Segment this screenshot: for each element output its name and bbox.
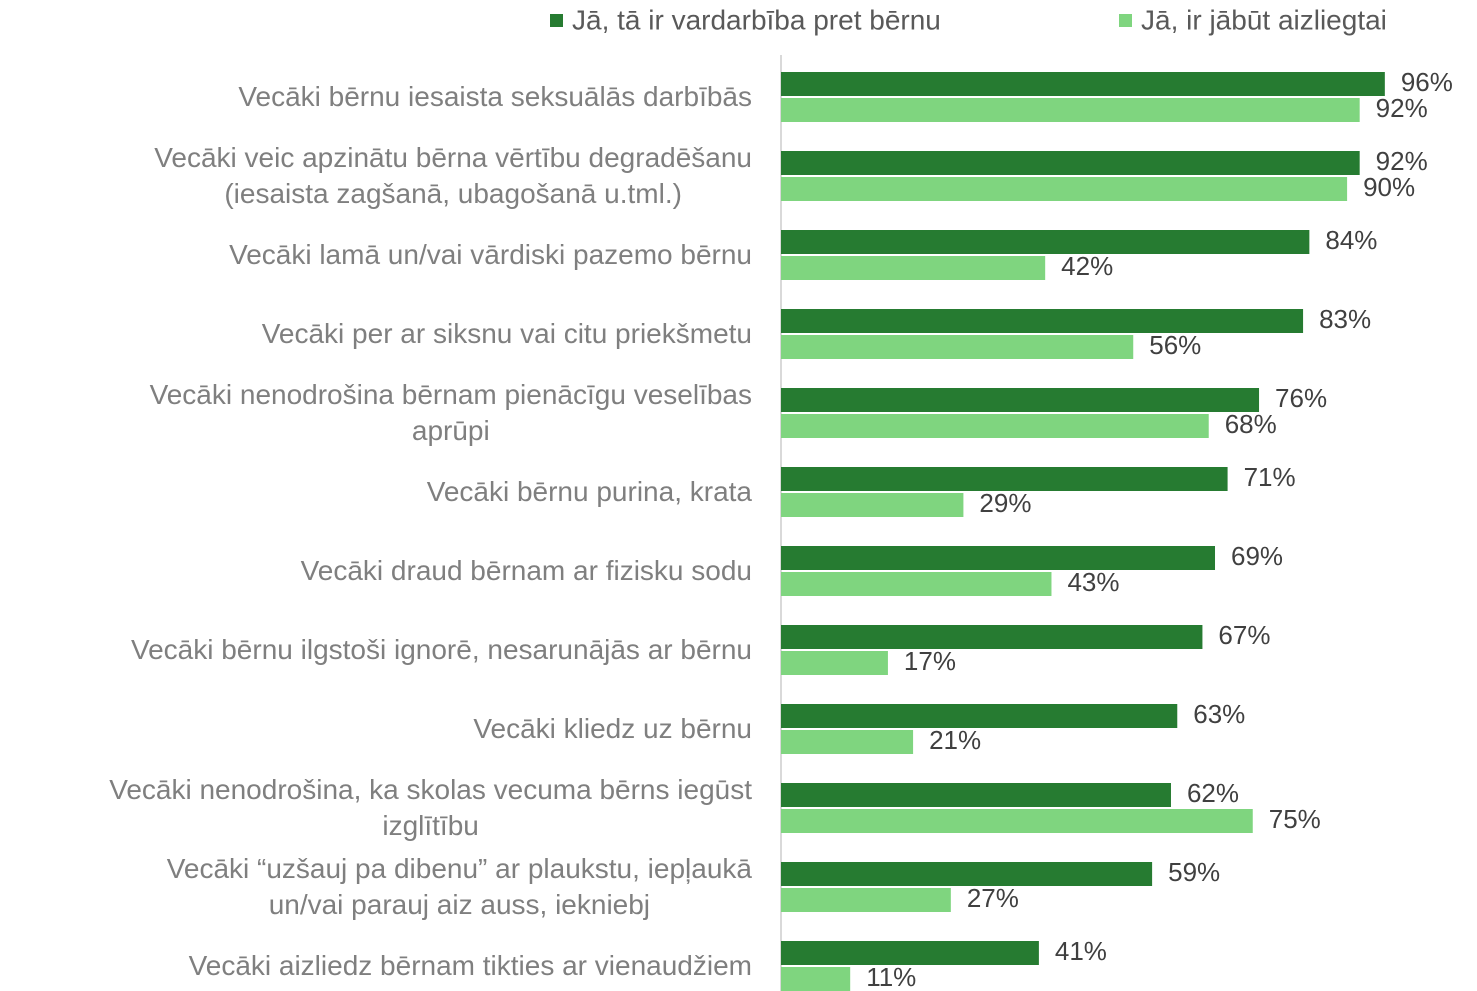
value-label: 41% [1055, 936, 1107, 966]
bar [781, 862, 1153, 886]
category-label: Vecāki draud bērnam ar fizisku sodu [300, 555, 752, 586]
category-label: Vecāki kliedz uz bērnu [473, 713, 752, 744]
bar [781, 572, 1052, 596]
bar [781, 309, 1304, 333]
category-label: Vecāki per ar siksnu vai citu priekšmetu [261, 318, 752, 349]
bar [781, 467, 1228, 491]
bar [781, 414, 1209, 438]
value-label: 67% [1218, 620, 1270, 650]
bar [781, 151, 1360, 175]
value-label: 21% [929, 725, 981, 755]
value-label: 69% [1231, 541, 1283, 571]
bar [781, 625, 1203, 649]
bar [781, 941, 1039, 965]
legend-swatch [550, 14, 563, 27]
value-label: 42% [1061, 251, 1113, 281]
value-label: 96% [1401, 67, 1453, 97]
value-label: 90% [1363, 172, 1415, 202]
legend-swatch [1119, 14, 1132, 27]
value-label: 62% [1187, 778, 1239, 808]
category-label: Vecāki “uzšauj pa dibenu” ar plaukstu, i… [166, 853, 752, 920]
value-label: 59% [1168, 857, 1220, 887]
category-label: Vecāki nenodrošina bērnam pienācīgu vese… [149, 379, 752, 446]
category-label: Vecāki veic apzinātu bērna vērtību degra… [154, 142, 752, 209]
bar [781, 888, 951, 912]
bar [781, 493, 964, 517]
bar [781, 335, 1134, 359]
value-label: 56% [1149, 330, 1201, 360]
category-label: Vecāki bērnu ilgstoši ignorē, nesarunājā… [130, 634, 752, 665]
legend-label: Jā, ir jābūt aizliegtai [1141, 4, 1387, 35]
value-label: 29% [979, 488, 1031, 518]
value-label: 11% [866, 962, 916, 991]
value-label: 75% [1269, 804, 1321, 834]
bar [781, 651, 888, 675]
value-label: 68% [1225, 409, 1277, 439]
category-label: Vecāki nenodrošina, ka skolas vecuma bēr… [109, 774, 752, 841]
bar [781, 230, 1310, 254]
bar [781, 783, 1171, 807]
value-label: 83% [1319, 304, 1371, 334]
value-label: 92% [1376, 93, 1428, 123]
value-label: 84% [1325, 225, 1377, 255]
value-label: 43% [1067, 567, 1119, 597]
category-label: Vecāki bērnu iesaista seksuālās darbībās [238, 81, 752, 112]
category-label: Vecāki bērnu purina, krata [426, 476, 752, 507]
bar [781, 967, 851, 991]
value-label: 71% [1244, 462, 1296, 492]
value-label: 17% [904, 646, 956, 676]
bar [781, 704, 1178, 728]
category-label: Vecāki aizliedz bērnam tikties ar vienau… [188, 950, 752, 981]
legend-label: Jā, tā ir vardarbība pret bērnu [572, 4, 941, 35]
bar [781, 177, 1348, 201]
bar [781, 98, 1360, 122]
value-label: 76% [1275, 383, 1327, 413]
value-label: 63% [1193, 699, 1245, 729]
bar [781, 809, 1253, 833]
value-label: 27% [967, 883, 1019, 913]
bar [781, 72, 1385, 96]
bar [781, 388, 1260, 412]
bar [781, 730, 914, 754]
bar [781, 546, 1216, 570]
bar [781, 256, 1046, 280]
value-label: 92% [1376, 146, 1428, 176]
category-label: Vecāki lamā un/vai vārdiski pazemo bērnu [229, 239, 752, 270]
